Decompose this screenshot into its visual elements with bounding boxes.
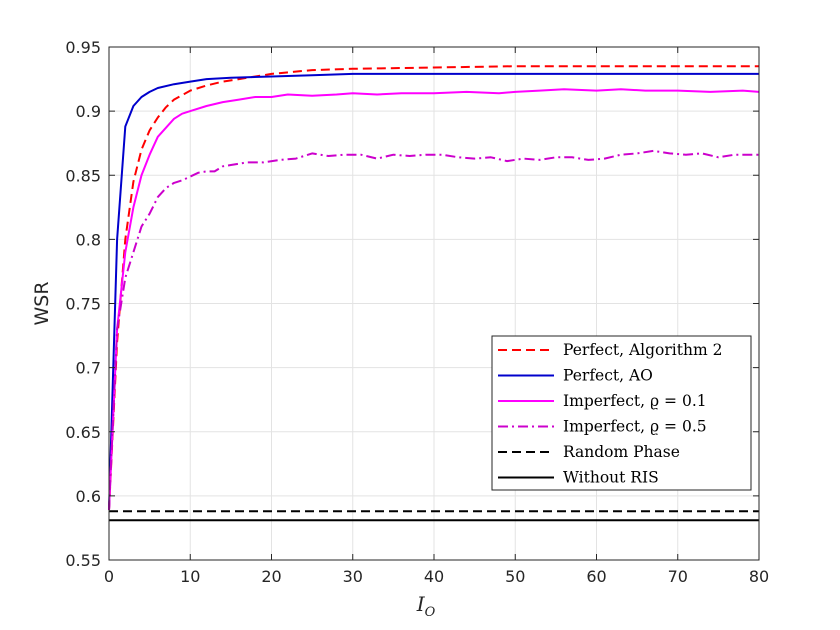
y-tick-label: 0.65	[65, 423, 101, 442]
y-tick-label: 0.6	[76, 487, 101, 506]
y-tick-label: 0.95	[65, 38, 101, 57]
y-tick-label: 0.9	[76, 102, 101, 121]
legend-label-4: Imperfect, ϱ = 0.5	[563, 418, 707, 436]
y-tick-label: 0.55	[65, 551, 101, 570]
y-tick-label: 0.85	[65, 166, 101, 185]
x-tick-label: 0	[104, 567, 114, 586]
series-line-3	[108, 88, 760, 511]
y-tick-label: 0.75	[65, 295, 101, 314]
series-group	[108, 65, 760, 522]
x-tick-label: 60	[586, 567, 606, 586]
x-tick-label: 40	[424, 567, 444, 586]
x-axis-label: IO	[416, 592, 436, 620]
x-tick-label: 20	[261, 567, 281, 586]
y-tick-label: 0.7	[76, 359, 101, 378]
y-tick-label: 0.8	[76, 230, 101, 249]
series-line-1	[108, 65, 759, 511]
x-tick-label: 10	[180, 567, 200, 586]
y-axis-label: WSR	[31, 281, 53, 325]
ticks	[108, 46, 760, 561]
x-axis-label-main: I	[416, 592, 426, 616]
legend-label-2: Perfect, AO	[563, 367, 653, 385]
legend-label-6: Without RIS	[563, 469, 659, 487]
series-line-4	[108, 149, 759, 511]
x-tick-label: 80	[749, 567, 769, 586]
legend-box	[491, 335, 752, 491]
legend-label-3: Imperfect, ϱ = 0.1	[563, 392, 707, 410]
legend-label-1: Perfect, Algorithm 2	[563, 341, 722, 359]
series-line-2	[108, 72, 759, 511]
x-axis-label-subscript: O	[425, 605, 436, 620]
x-tick-label: 70	[668, 567, 688, 586]
x-tick-label: 30	[343, 567, 363, 586]
x-tick-label: 50	[505, 567, 525, 586]
legend-label-5: Random Phase	[563, 443, 680, 461]
tick-labels: 0 10 20 30 40 50 60 70 80 0.55 0.6 0.65 0.7 0.75 0.8 0.…	[65, 38, 769, 586]
legend: Perfect, Algorithm 2 Perfect, AO Imperfect…	[491, 335, 752, 491]
